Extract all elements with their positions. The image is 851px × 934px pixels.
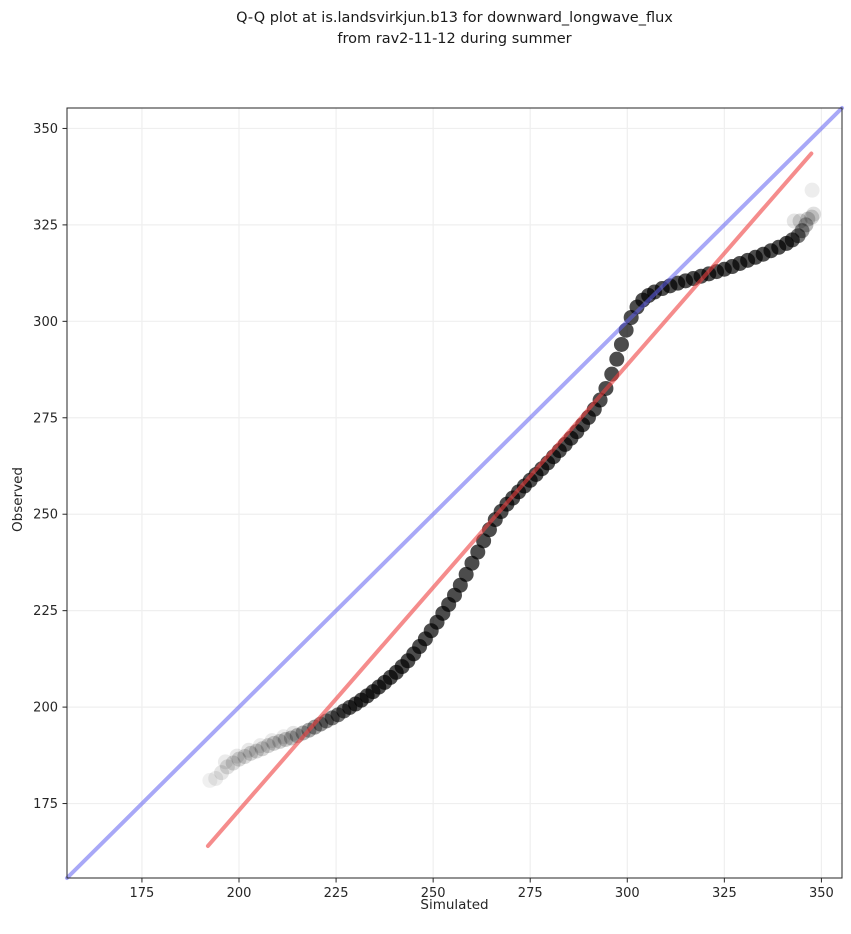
scatter-point xyxy=(798,217,814,233)
y-tick-label: 200 xyxy=(33,701,58,716)
scatter-point xyxy=(476,533,492,549)
x-tick-label: 300 xyxy=(615,886,640,901)
chart-title-line2: from rav2-11-12 during summer xyxy=(337,31,572,47)
y-tick-label: 325 xyxy=(33,218,58,233)
scatter-point xyxy=(285,725,301,741)
x-tick-label: 175 xyxy=(130,886,155,901)
scatter-point xyxy=(248,743,264,759)
scatter-point xyxy=(217,754,233,770)
y-tick-label: 250 xyxy=(33,508,58,523)
scatter-point xyxy=(613,336,629,352)
y-tick-label: 225 xyxy=(33,604,58,619)
scatter-point xyxy=(276,729,292,745)
scatter-point xyxy=(295,725,311,741)
scatter-point xyxy=(229,748,245,764)
scatter-point xyxy=(241,742,257,758)
scatter-point xyxy=(237,748,253,764)
identity-line xyxy=(65,106,844,880)
y-tick-label: 175 xyxy=(33,797,58,812)
x-tick-label: 250 xyxy=(421,886,446,901)
y-tick-label: 275 xyxy=(33,411,58,426)
scatter-point xyxy=(214,765,230,781)
scatter-point xyxy=(260,738,276,754)
scatter-point xyxy=(278,732,294,748)
x-tick-label: 275 xyxy=(518,886,543,901)
scatter-point xyxy=(202,772,218,788)
scatter-point xyxy=(790,228,806,244)
scatter-point xyxy=(208,770,224,786)
x-tick-label: 225 xyxy=(324,886,349,901)
scatter-point xyxy=(609,351,625,367)
scatter-point xyxy=(804,182,820,198)
scatter-point xyxy=(254,741,270,757)
scatter-point xyxy=(792,213,808,229)
scatter-point xyxy=(464,555,480,571)
fit-line xyxy=(205,151,814,848)
plot-frame xyxy=(66,107,843,879)
scatter-point xyxy=(266,735,282,751)
scatter-point xyxy=(307,719,323,735)
scatter-point xyxy=(264,733,280,749)
x-axis-label: Simulated xyxy=(420,897,489,913)
scatter-point xyxy=(470,544,486,560)
scatter-point xyxy=(804,209,820,225)
scatter-point xyxy=(786,213,802,229)
scatter-point xyxy=(231,751,247,767)
scatter-point xyxy=(592,392,608,408)
scatter-point xyxy=(800,211,816,227)
y-tick-label: 300 xyxy=(33,315,58,330)
scatter-point xyxy=(252,738,268,754)
y-axis-label: Observed xyxy=(10,467,26,532)
scatter-point xyxy=(272,733,288,749)
scatter-point xyxy=(219,759,235,775)
chart-title-line1: Q-Q plot at is.landsvirkjun.b13 for down… xyxy=(236,10,673,26)
scatter-point xyxy=(283,730,299,746)
scatter-point xyxy=(794,223,810,239)
scatter-point xyxy=(458,566,474,582)
x-tick-label: 200 xyxy=(227,886,252,901)
scatter-point xyxy=(806,206,822,222)
scatter-point xyxy=(225,755,241,771)
scatter-point xyxy=(243,745,259,761)
y-tick-label: 350 xyxy=(33,122,58,137)
x-tick-label: 325 xyxy=(712,886,737,901)
chart-title: Q-Q plot at is.landsvirkjun.b13 for down… xyxy=(67,8,842,50)
x-tick-label: 350 xyxy=(809,886,834,901)
